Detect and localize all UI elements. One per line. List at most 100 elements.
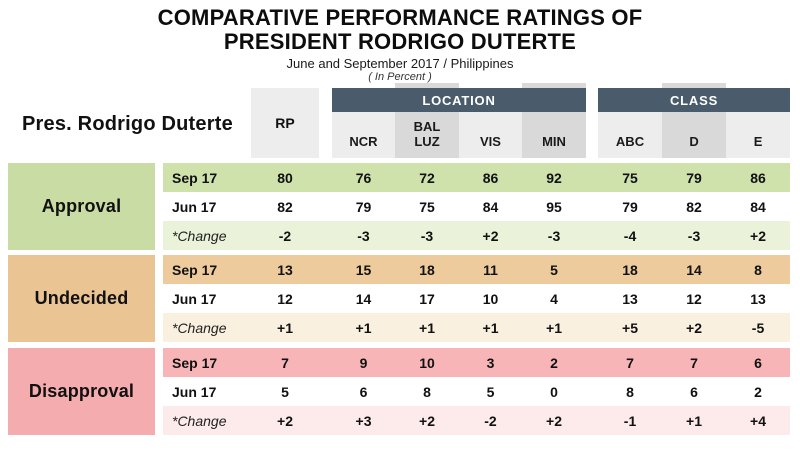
gap-cell (586, 255, 598, 284)
value-cell: 72 (419, 169, 435, 186)
value-cell: 95 (546, 198, 562, 215)
row-label: *Change (172, 319, 227, 336)
row-label: Jun 17 (172, 198, 217, 215)
col-header-balluz: BAL LUZ (395, 112, 459, 158)
value-cell: +2 (750, 227, 766, 244)
column-shade-tab (395, 83, 459, 88)
value-cell: 11 (483, 261, 498, 278)
sub-header-row: NCR BAL LUZ VIS MIN ABC D E (8, 112, 791, 158)
gap-cell (319, 112, 332, 158)
value-cell: 6 (754, 354, 762, 371)
gap-cell (586, 163, 598, 192)
value-cell: 80 (277, 169, 293, 186)
gap-cell (586, 112, 599, 158)
value-cell: 13 (277, 261, 293, 278)
col-header-rp: RP (251, 88, 319, 158)
gap-cell (586, 377, 598, 406)
gap-cell (155, 348, 163, 377)
section-gap (8, 250, 791, 255)
value-cell: 15 (355, 261, 372, 278)
header-spacer (8, 88, 251, 112)
value-cell: 14 (686, 261, 702, 278)
subject-label: Pres. Rodrigo Duterte (22, 113, 233, 135)
value-cell: 7 (626, 354, 634, 371)
col-header-ncr: NCR (332, 112, 395, 158)
col-header-min: MIN (522, 112, 587, 158)
value-cell: -5 (751, 319, 765, 336)
value-cell: 75 (419, 198, 435, 215)
value-cell: 5 (486, 383, 495, 400)
value-cell: +1 (277, 319, 293, 336)
value-cell: -3 (357, 227, 370, 244)
column-shade-tab (662, 83, 726, 88)
value-cell: 12 (277, 290, 293, 307)
header-spacer (8, 112, 251, 158)
value-cell: 86 (750, 169, 766, 186)
data-row: Undecided Sep 17 13 15 18 11 5 18 14 8 (8, 255, 791, 342)
gap-cell (319, 313, 332, 342)
value-cell: +2 (277, 412, 293, 429)
col-header-e: E (726, 112, 791, 158)
row-label: *Change (172, 227, 227, 244)
value-cell: 2 (754, 383, 762, 400)
value-cell: 13 (622, 290, 638, 307)
section-label: Disapproval (8, 348, 155, 435)
value-cell: 8 (423, 383, 431, 400)
gap-cell (586, 348, 598, 377)
value-cell: 5 (550, 261, 558, 278)
value-cell: 7 (690, 354, 698, 371)
row-label: *Change (172, 412, 227, 429)
value-cell: 18 (622, 261, 638, 278)
col-header-abc: ABC (598, 112, 663, 158)
gap-cell (319, 377, 332, 406)
value-cell: +2 (482, 227, 499, 244)
value-cell: 79 (355, 198, 372, 215)
value-cell: 6 (690, 383, 698, 400)
value-cell: 17 (419, 290, 435, 307)
gap-cell (155, 255, 163, 284)
value-cell: 3 (486, 354, 495, 371)
value-cell: 7 (281, 354, 289, 371)
value-cell: -3 (547, 227, 561, 244)
page-title-line2: PRESIDENT RODRIGO DUTERTE (223, 29, 577, 54)
page-title-line1: COMPARATIVE PERFORMANCE RATINGS OF (157, 5, 643, 30)
gap-cell (155, 313, 163, 342)
value-cell: 82 (686, 198, 702, 215)
gap-cell (586, 284, 598, 313)
gap-cell (319, 88, 332, 112)
gap-cell (319, 221, 332, 250)
value-cell: 10 (419, 354, 435, 371)
value-cell: 14 (355, 290, 372, 307)
value-cell: +1 (686, 412, 702, 429)
value-cell: 76 (355, 169, 372, 186)
gap-cell (155, 163, 163, 192)
value-cell: 2 (550, 354, 558, 371)
gap-cell (319, 406, 332, 435)
row-label: Sep 17 (172, 354, 218, 371)
gap-cell (319, 284, 332, 313)
value-cell: +2 (546, 412, 562, 429)
value-cell: 13 (750, 290, 766, 307)
value-cell: 79 (622, 198, 638, 215)
gap-cell (155, 221, 163, 250)
value-cell: 92 (546, 169, 562, 186)
value-cell: +1 (355, 319, 372, 336)
col-group-location: LOCATION (332, 88, 587, 112)
value-cell: -3 (420, 227, 434, 244)
section-label: Undecided (8, 255, 155, 342)
column-shade-tab (522, 83, 586, 88)
value-cell: 6 (359, 383, 368, 400)
value-cell: 0 (550, 383, 558, 400)
gap-cell (155, 284, 163, 313)
value-cell: 8 (626, 383, 634, 400)
value-cell: +5 (622, 319, 638, 336)
value-cell: 5 (281, 383, 289, 400)
value-cell: 82 (277, 198, 293, 215)
section-label: Approval (8, 163, 155, 250)
section-gap (8, 158, 791, 163)
value-cell: 84 (482, 198, 499, 215)
group-header-row: RP LOCATION CLASS (8, 88, 791, 158)
value-cell: 9 (359, 354, 368, 371)
value-cell: -2 (278, 227, 292, 244)
value-cell: 8 (754, 261, 762, 278)
